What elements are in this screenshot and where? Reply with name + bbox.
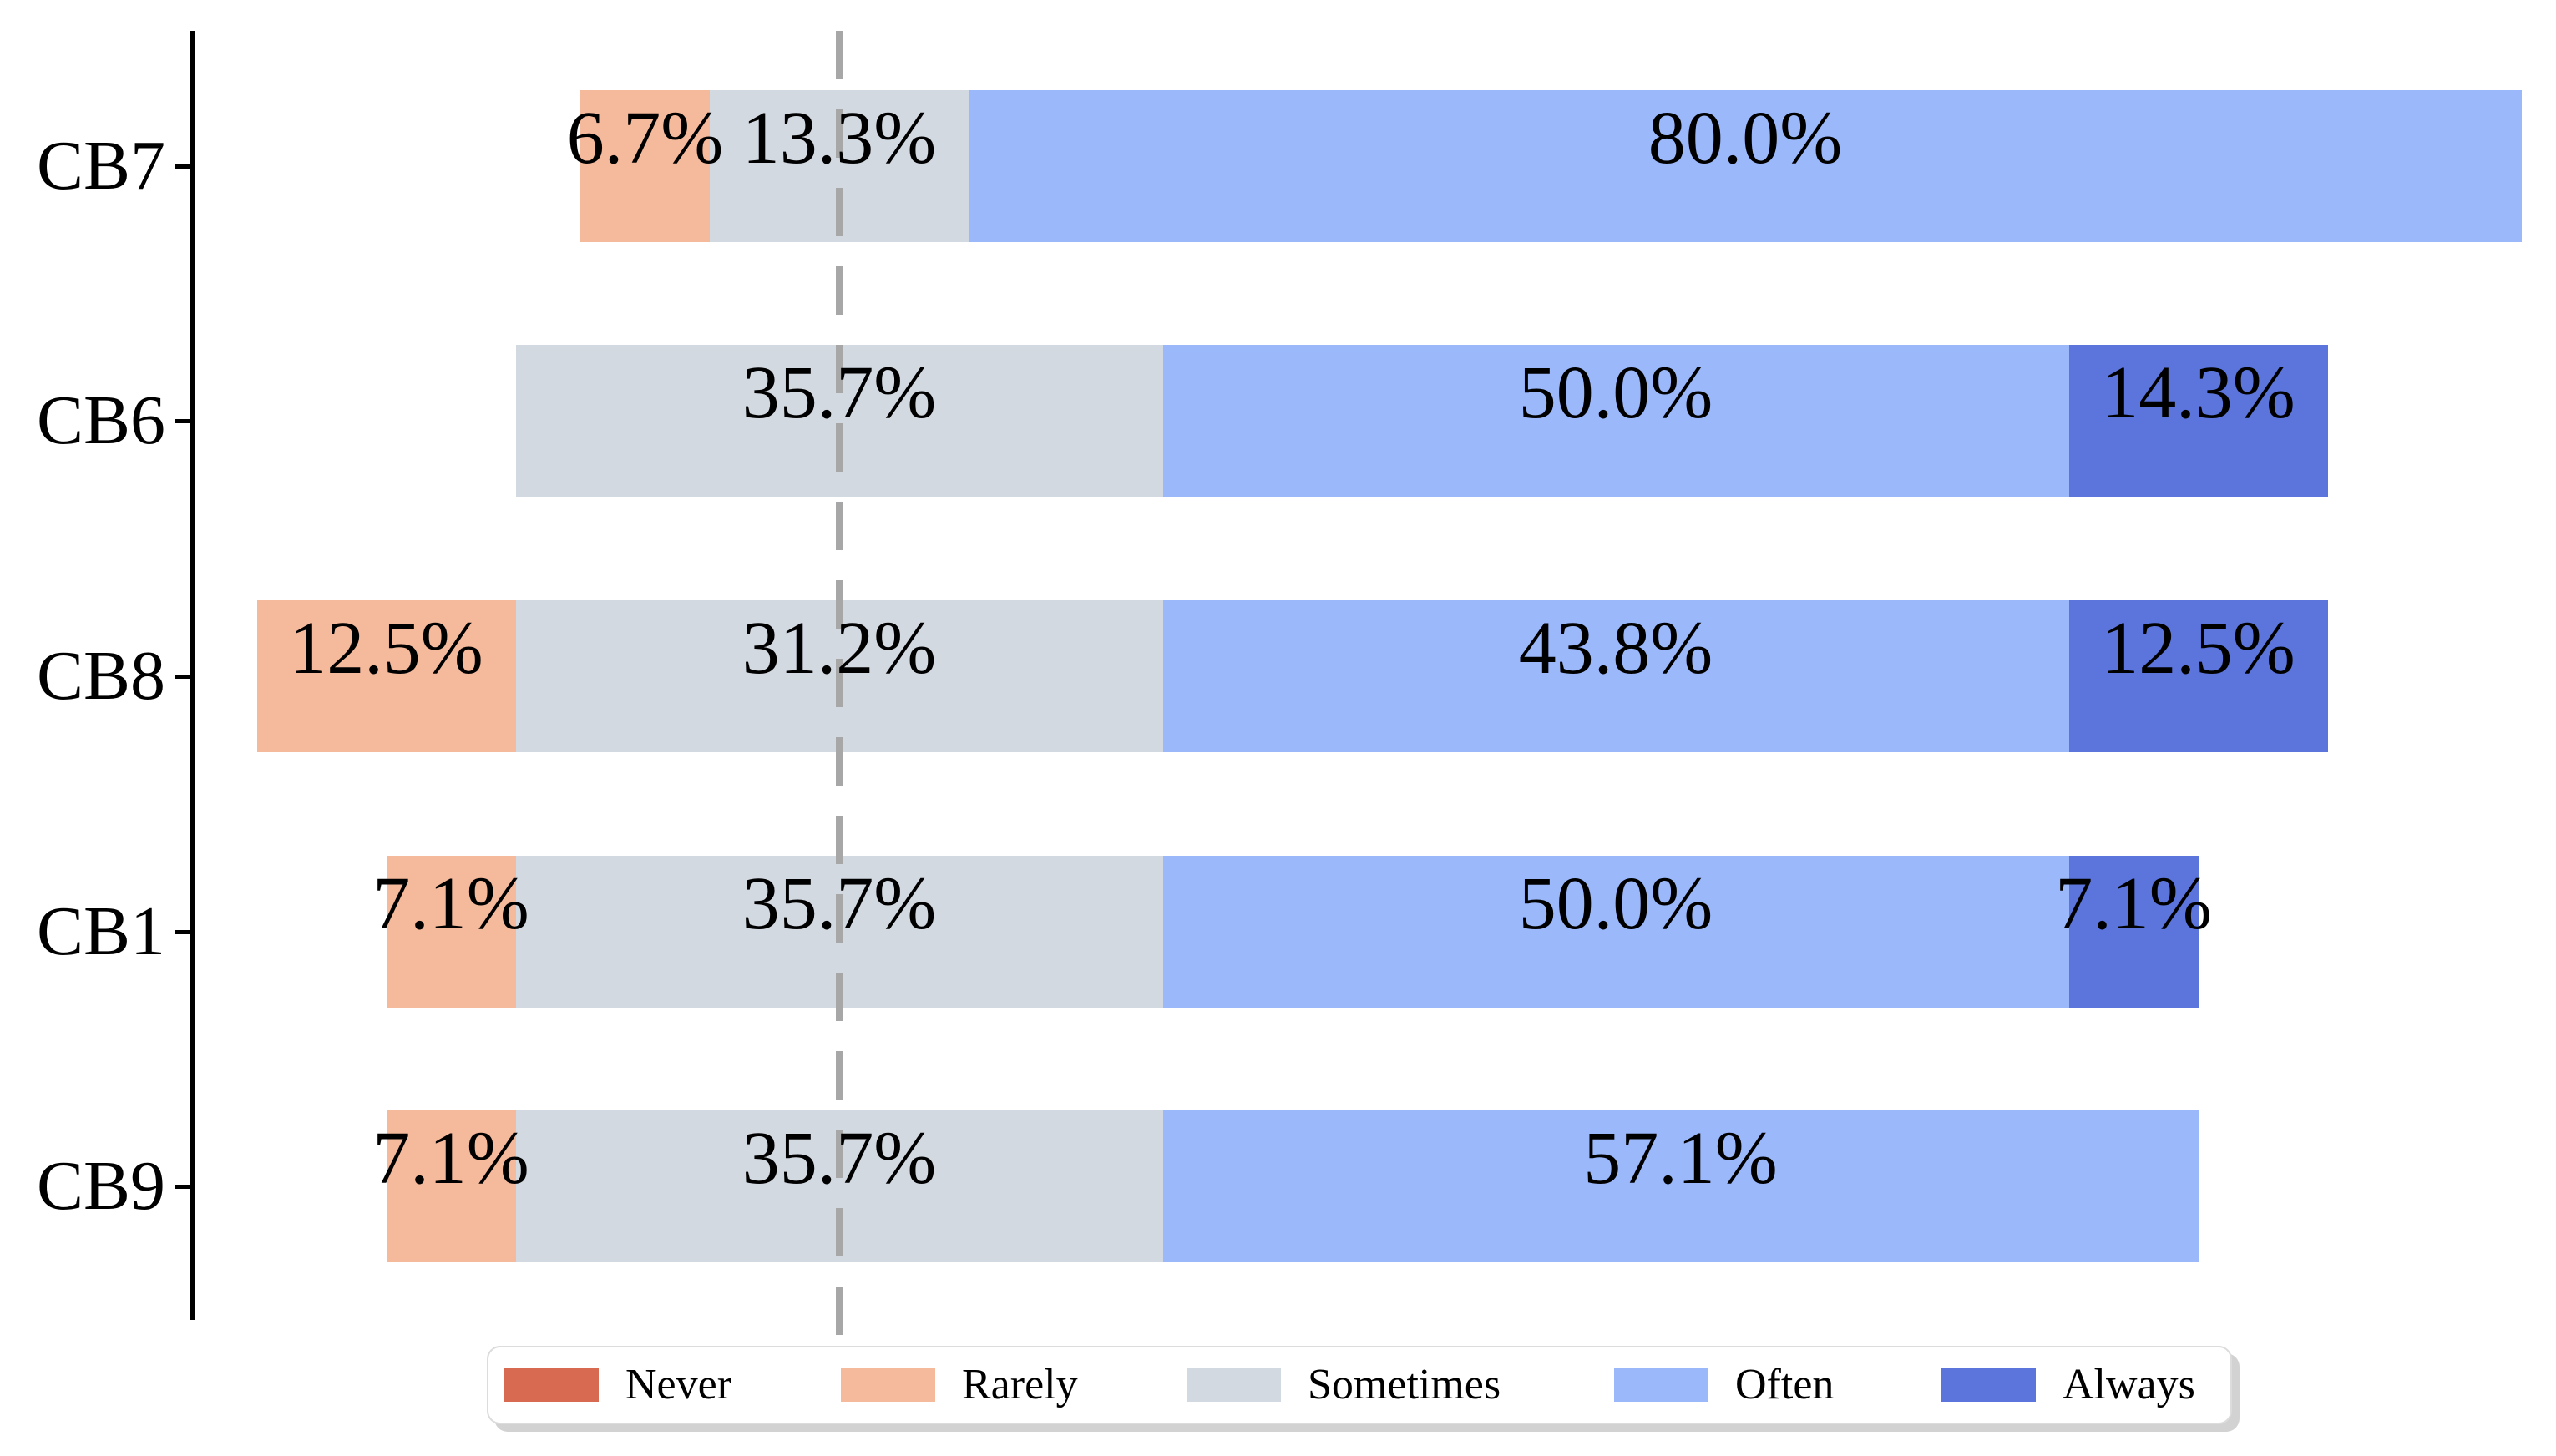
segment-value-label-cb7-often: 80.0%: [1647, 96, 1843, 179]
segment-value-label-cb8-sometimes: 31.2%: [741, 606, 937, 690]
center-reference-dashed-line: [836, 31, 843, 1336]
legend-swatch-rarely-icon: [841, 1368, 935, 1402]
category-label-cb9: CB9: [36, 1147, 165, 1225]
segment-value-label-cb7-rarely: 6.7%: [566, 96, 724, 179]
bar-segment-cb8-rarely: [256, 600, 516, 752]
bar-segment-cb9-rarely: [386, 1110, 516, 1262]
bar-segment-cb6-often: [1162, 345, 2069, 497]
y-axis-tick-cb1: [175, 930, 190, 934]
y-axis-tick-cb6: [175, 419, 190, 423]
bar-segment-cb7-rarely: [580, 90, 710, 242]
segment-value-label-cb7-sometimes: 13.3%: [741, 96, 937, 179]
category-label-cb7: CB7: [36, 127, 165, 205]
legend-item-always: Always: [1941, 1347, 2195, 1423]
y-axis-tick-cb9: [175, 1185, 190, 1189]
segment-value-label-cb8-rarely: 12.5%: [289, 606, 483, 690]
segment-value-label-cb9-sometimes: 35.7%: [741, 1116, 937, 1200]
bar-segment-cb9-often: [1162, 1110, 2199, 1262]
legend-item-sometimes: Sometimes: [1187, 1347, 1501, 1423]
bar-segment-cb8-always: [2068, 600, 2328, 752]
legend-label-often: Often: [1735, 1361, 1835, 1408]
legend-swatch-sometimes-icon: [1187, 1368, 1281, 1402]
y-axis-tick-cb7: [175, 164, 190, 169]
legend-swatch-never-icon: [504, 1368, 599, 1402]
category-label-cb1: CB1: [36, 892, 165, 970]
segment-value-label-cb8-always: 12.5%: [2101, 606, 2295, 690]
segment-value-label-cb8-often: 43.8%: [1518, 606, 1713, 690]
segment-value-label-cb1-always: 7.1%: [2055, 862, 2212, 945]
legend-item-never: Never: [504, 1347, 731, 1423]
legend-label-sometimes: Sometimes: [1308, 1361, 1501, 1408]
segment-value-label-cb9-rarely: 7.1%: [372, 1116, 529, 1200]
y-axis-tick-cb8: [175, 675, 190, 679]
bar-segment-cb1-always: [2068, 856, 2199, 1008]
segment-value-label-cb1-rarely: 7.1%: [372, 862, 529, 945]
category-label-cb8: CB8: [36, 637, 165, 715]
category-label-cb6: CB6: [36, 382, 165, 459]
bar-segment-cb1-often: [1162, 856, 2069, 1008]
y-axis-spine: [190, 31, 195, 1320]
legend-box: Never Rarely Sometimes Often Always: [487, 1346, 2232, 1424]
legend-item-often: Often: [1614, 1347, 1834, 1423]
segment-value-label-cb6-often: 50.0%: [1518, 351, 1713, 434]
segment-value-label-cb9-often: 57.1%: [1583, 1116, 1778, 1200]
legend-label-always: Always: [2063, 1361, 2195, 1408]
legend-swatch-always-icon: [1941, 1368, 2036, 1402]
segment-value-label-cb6-sometimes: 35.7%: [741, 351, 937, 434]
bar-segment-cb7-often: [969, 90, 2522, 242]
bar-segment-cb1-rarely: [386, 856, 516, 1008]
legend-swatch-often-icon: [1614, 1368, 1708, 1402]
segment-value-label-cb1-sometimes: 35.7%: [741, 862, 937, 945]
legend-label-never: Never: [625, 1361, 732, 1408]
legend-item-rarely: Rarely: [841, 1347, 1078, 1423]
bar-segment-cb6-always: [2068, 345, 2328, 497]
legend-label-rarely: Rarely: [962, 1361, 1078, 1408]
segment-value-label-cb1-often: 50.0%: [1518, 862, 1713, 945]
segment-value-label-cb6-always: 14.3%: [2101, 351, 2295, 434]
bar-segment-cb8-often: [1162, 600, 2069, 752]
